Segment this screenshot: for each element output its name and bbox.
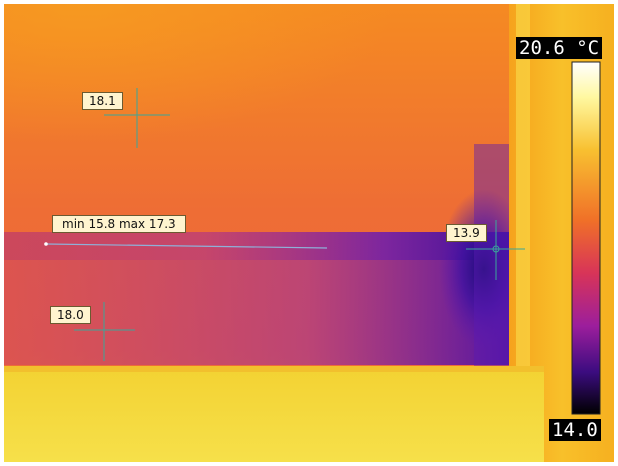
thermal-image — [4, 4, 614, 462]
spot-label-1: 18.1 — [82, 92, 123, 110]
measurement-line — [45, 243, 328, 249]
crosshair-spot-1 — [104, 88, 170, 148]
spot-label-2: 18.0 — [50, 306, 91, 324]
line-measurement-label: min 15.8 max 17.3 — [52, 215, 186, 233]
crosshair-spot-2 — [74, 302, 135, 361]
scale-max-label: 20.6 °C — [516, 37, 603, 59]
crosshair-spot-3 — [466, 220, 525, 280]
spot-label-3: 13.9 — [446, 224, 487, 242]
thermal-image-frame — [4, 4, 614, 462]
scale-min-label: 14.0 — [549, 419, 601, 441]
